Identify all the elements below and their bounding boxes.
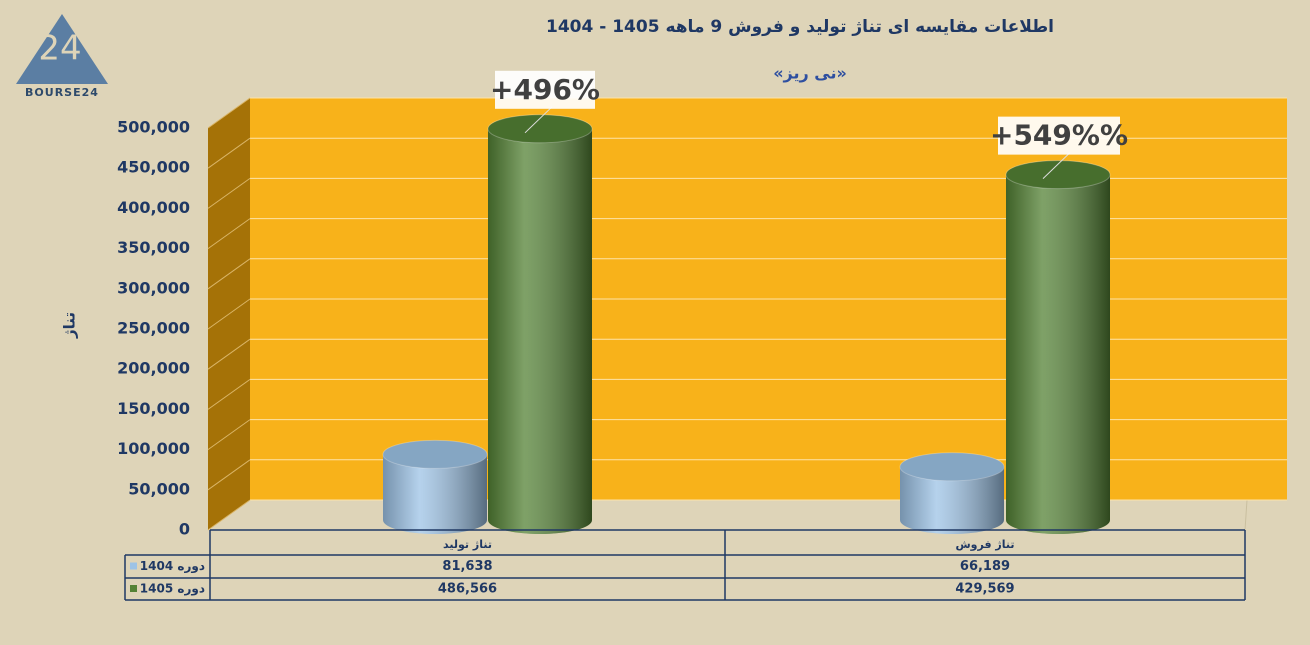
grid-line — [207, 298, 251, 330]
legend-swatch — [130, 562, 137, 570]
svg-text:24: 24 — [38, 29, 81, 69]
floor-edge — [1244, 499, 1248, 531]
bar-top — [1005, 160, 1111, 190]
grid-line — [207, 177, 251, 209]
legend-label: دوره 1404 — [140, 559, 205, 574]
y-tick-label: 450,000 — [117, 158, 190, 177]
value-label: 486,566 — [438, 582, 497, 597]
grid-line — [207, 459, 251, 491]
bar-top — [487, 114, 593, 144]
grid-line — [207, 258, 251, 290]
y-tick-label: 200,000 — [117, 359, 190, 378]
grid-line — [207, 499, 251, 531]
bar-top-shade — [1006, 160, 1110, 189]
y-tick-label: 250,000 — [117, 319, 190, 338]
bar-top-shade — [900, 452, 1004, 481]
grid-line — [207, 338, 251, 370]
grid-line — [207, 97, 251, 129]
bar-top — [382, 439, 488, 469]
y-tick-label: 400,000 — [117, 198, 190, 217]
bar-shade — [900, 466, 1004, 534]
bar-shade — [488, 128, 592, 534]
logo-text: BOURSE24 — [25, 86, 99, 99]
bar-top-shade — [383, 440, 487, 469]
legend-label: دوره 1405 — [140, 582, 205, 597]
bar-top-shade — [488, 114, 592, 143]
bar-shade — [1006, 174, 1110, 534]
bar-shade — [383, 454, 487, 534]
grid-line — [207, 218, 251, 250]
y-tick-label: 500,000 — [117, 118, 190, 137]
annotation-box — [998, 116, 1120, 155]
y-tick-label: 150,000 — [117, 399, 190, 418]
y-tick-label: 300,000 — [117, 278, 190, 297]
legend-swatch — [130, 585, 137, 592]
annotation-leader — [1042, 152, 1071, 179]
y-tick-label: 100,000 — [117, 439, 190, 458]
annotation-leader — [524, 106, 553, 134]
value-label: 81,638 — [442, 559, 492, 574]
chart-title: اطلاعات مقایسه ای تناژ تولید و فروش 9 ما… — [546, 17, 1054, 37]
annotation-box — [495, 70, 595, 109]
y-axis-label: تناژ — [61, 312, 79, 339]
value-label: 429,569 — [955, 582, 1014, 597]
y-tick-label: 0 — [179, 520, 190, 539]
chart-subtitle: «نی ریز» — [773, 64, 847, 83]
logo: 24 BOURSE24 — [16, 14, 108, 99]
grid-line — [207, 378, 251, 410]
x-tick-label: تناژ فروش — [956, 538, 1015, 551]
value-label: 66,189 — [960, 559, 1010, 574]
y-tick-label: 350,000 — [117, 238, 190, 257]
grid-line — [207, 137, 251, 169]
annotation: +549%% — [990, 119, 1128, 152]
x-tick-label: تناژ تولید — [443, 538, 492, 551]
y-tick-label: 50,000 — [128, 479, 190, 498]
grid-line — [207, 419, 251, 451]
annotation: +496% — [490, 73, 600, 106]
bar-top — [899, 452, 1005, 482]
